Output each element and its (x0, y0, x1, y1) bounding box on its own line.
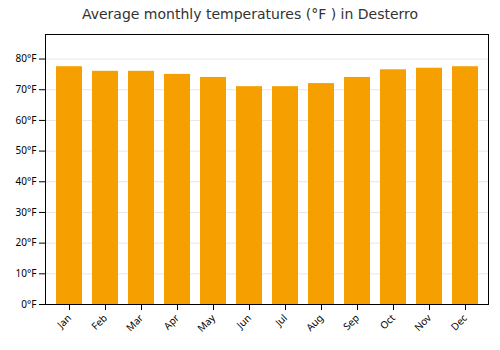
svg-text:Jan: Jan (53, 311, 74, 332)
svg-text:80°F: 80°F (16, 51, 37, 65)
svg-text:Jul: Jul (271, 311, 290, 330)
svg-text:70°F: 70°F (16, 82, 37, 96)
svg-text:Jun: Jun (233, 311, 254, 332)
svg-text:Sep: Sep (340, 311, 362, 333)
svg-text:40°F: 40°F (16, 174, 37, 188)
svg-text:Oct: Oct (377, 311, 399, 333)
svg-text:Apr: Apr (160, 311, 182, 333)
svg-text:Nov: Nov (411, 310, 435, 334)
svg-text:Mar: Mar (123, 311, 146, 334)
svg-text:30°F: 30°F (16, 205, 37, 219)
svg-text:0°F: 0°F (21, 297, 36, 311)
svg-text:10°F: 10°F (16, 266, 37, 280)
svg-text:60°F: 60°F (16, 113, 37, 127)
svg-text:Dec: Dec (447, 311, 470, 334)
svg-text:20°F: 20°F (16, 235, 37, 249)
svg-text:May: May (194, 310, 219, 335)
html-text:Average monthly temperatures (: Average monthly temperatures (°F ) in De… (81, 6, 419, 22)
svg-text:Feb: Feb (88, 311, 110, 333)
svg-text:50°F: 50°F (16, 143, 37, 157)
svg-text:Aug: Aug (303, 311, 326, 334)
